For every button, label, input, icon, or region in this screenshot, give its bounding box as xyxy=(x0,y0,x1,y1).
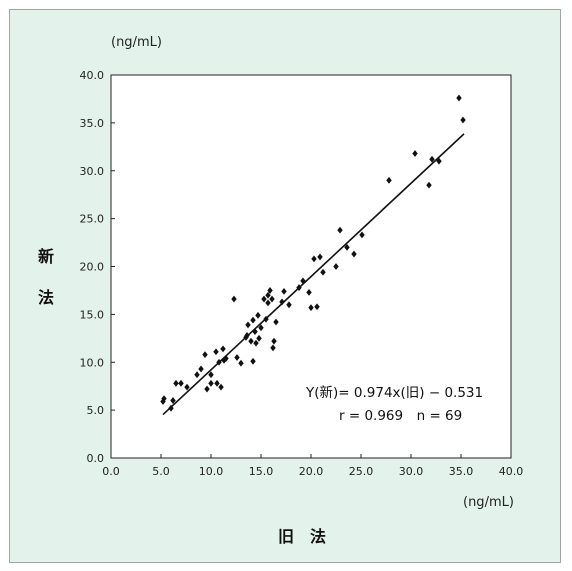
data-point xyxy=(220,345,226,353)
data-point xyxy=(168,404,174,412)
data-point xyxy=(238,359,244,367)
data-point xyxy=(426,181,432,189)
y-tick-label: 5.0 xyxy=(87,404,105,417)
y-axis: 0.0 5.0 10.0 15.0 20.0 25.0 30.0 35.0 40.0 xyxy=(80,69,115,465)
regression-line xyxy=(162,133,465,416)
data-point xyxy=(279,298,285,306)
data-point xyxy=(178,379,184,387)
x-tick-label: 30.0 xyxy=(399,465,424,478)
y-tick-label: 35.0 xyxy=(80,117,105,130)
x-tick-label: 0.0 xyxy=(102,465,120,478)
data-point xyxy=(311,255,317,263)
data-point xyxy=(429,155,435,163)
data-point xyxy=(351,250,357,258)
plot-area xyxy=(110,74,512,459)
data-point xyxy=(271,337,277,345)
x-axis: 0.0 5.0 10.0 15.0 20.0 25.0 30.0 35.0 40.0 xyxy=(102,454,523,478)
data-point xyxy=(412,150,418,157)
data-point xyxy=(273,318,279,326)
data-point xyxy=(204,385,210,393)
x-tick-label: 5.0 xyxy=(152,465,170,478)
data-points xyxy=(160,94,466,412)
data-point xyxy=(306,288,312,296)
x-tick-label: 40.0 xyxy=(499,465,524,478)
data-point xyxy=(252,328,258,336)
data-point xyxy=(296,284,302,291)
data-point xyxy=(386,176,392,184)
data-point xyxy=(231,295,237,303)
x-axis-title: 旧 法 xyxy=(278,527,326,546)
x-tick-label: 10.0 xyxy=(199,465,224,478)
data-point xyxy=(344,243,350,251)
data-point xyxy=(281,287,287,295)
data-point xyxy=(314,303,320,311)
x-tick-label: 20.0 xyxy=(299,465,324,478)
data-point xyxy=(460,116,466,124)
y-tick-label: 10.0 xyxy=(80,356,105,369)
data-point xyxy=(198,365,204,373)
data-point xyxy=(223,355,229,362)
x-tick-label: 25.0 xyxy=(349,465,374,478)
data-point xyxy=(214,379,220,387)
y-tick-label: 0.0 xyxy=(87,452,105,465)
data-point xyxy=(320,268,326,276)
data-point xyxy=(245,321,251,329)
data-point xyxy=(202,351,208,358)
data-point xyxy=(317,253,323,261)
data-point xyxy=(208,379,214,387)
data-point xyxy=(173,379,179,387)
data-point xyxy=(194,371,200,379)
data-point xyxy=(436,157,442,165)
data-point xyxy=(308,304,314,312)
data-point xyxy=(286,301,292,309)
data-point xyxy=(250,316,256,324)
y-axis-title-char-1: 新 xyxy=(38,247,54,266)
data-point xyxy=(248,337,254,345)
data-point xyxy=(208,371,214,379)
data-point xyxy=(218,383,224,391)
data-point xyxy=(261,295,267,303)
chart-panel: (ng/mL) 新 法 0.0 5.0 10.0 15.0 20.0 25.0 30.0 35… xyxy=(9,9,561,563)
y-tick-label: 40.0 xyxy=(80,69,105,82)
data-point xyxy=(270,344,276,352)
data-point xyxy=(255,311,261,319)
scatter-chart: (ng/mL) 新 法 0.0 5.0 10.0 15.0 20.0 25.0 30.0 35… xyxy=(38,35,523,546)
data-point xyxy=(234,354,240,361)
data-point xyxy=(263,315,269,323)
data-point xyxy=(337,226,343,234)
regression-equation: Y(新)= 0.974x(旧) − 0.531 xyxy=(305,385,483,401)
data-point xyxy=(253,339,259,347)
data-point xyxy=(250,357,256,365)
x-unit-label: (ng/mL) xyxy=(463,495,514,510)
x-tick-label: 15.0 xyxy=(249,465,274,478)
data-point xyxy=(258,324,264,332)
y-tick-label: 15.0 xyxy=(80,308,105,321)
data-point xyxy=(160,398,166,405)
data-point xyxy=(265,291,271,299)
data-point xyxy=(265,299,271,307)
x-tick-label: 35.0 xyxy=(449,465,474,478)
data-point xyxy=(184,383,190,391)
data-point xyxy=(256,334,262,342)
y-tick-label: 30.0 xyxy=(80,165,105,178)
data-point xyxy=(359,231,365,239)
data-point xyxy=(456,94,462,102)
y-axis-title-char-2: 法 xyxy=(38,288,54,307)
data-point xyxy=(333,263,339,270)
y-tick-label: 25.0 xyxy=(80,213,105,226)
correlation-stats: r = 0.969 n = 69 xyxy=(339,408,462,424)
data-point xyxy=(269,295,275,303)
y-tick-label: 20.0 xyxy=(80,261,105,274)
data-point xyxy=(161,395,167,403)
data-point xyxy=(244,332,250,339)
y-unit-label: (ng/mL) xyxy=(111,35,162,50)
data-point xyxy=(267,287,273,294)
data-point xyxy=(216,358,222,366)
data-point xyxy=(300,277,306,285)
data-point xyxy=(213,348,219,356)
data-point xyxy=(170,397,176,404)
